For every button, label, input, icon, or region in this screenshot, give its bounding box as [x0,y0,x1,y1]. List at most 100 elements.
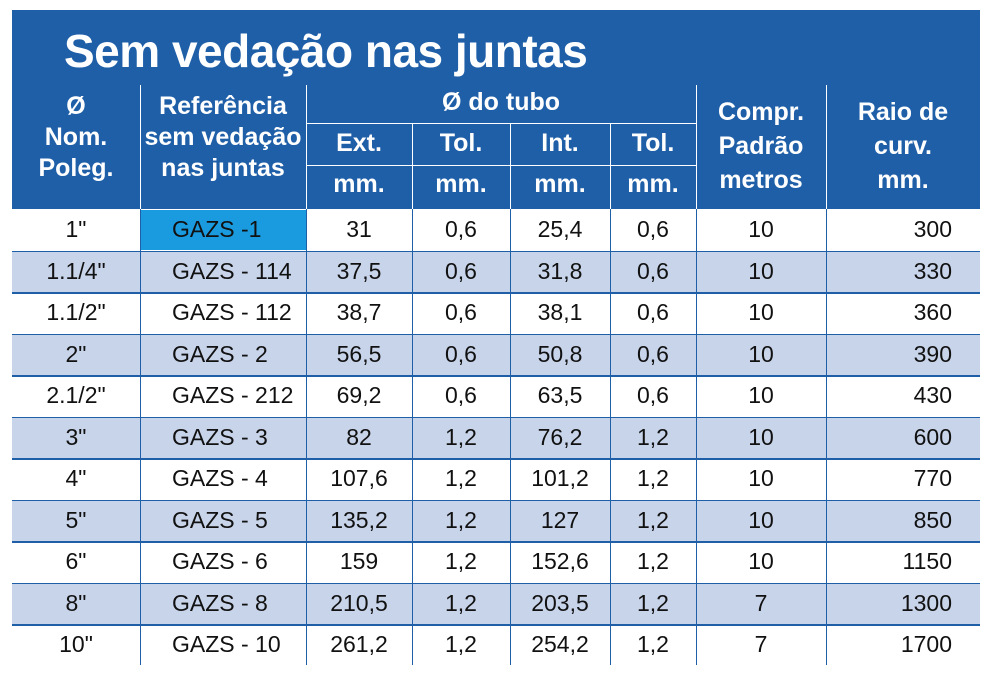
row-divider [12,333,980,335]
cell-int: 50,8 [537,340,583,367]
cell-tol1: 1,2 [445,548,477,574]
table-row: 2.1/2" GAZS - 212 69,2 0,6 63,5 0,6 10 430 [12,375,980,417]
page-title: Sem vedação nas juntas [64,25,588,77]
header-nominal-line1: Ø [66,92,86,120]
header-length-line3: metros [719,166,803,194]
cell-int: 63,5 [537,382,583,408]
cell-radius: 330 [913,257,952,284]
row-divider [12,499,980,501]
header-unit-divider [306,165,696,166]
cell-reference: GAZS - 5 [172,506,268,533]
cell-nominal: 1.1/4" [46,257,106,284]
header-reference-line1: Referência [159,92,287,120]
cell-int: 152,6 [531,548,589,574]
cell-tol1: 1,2 [445,631,477,657]
table-header: Ø Nom. Poleg. Referência sem vedação nas… [12,85,980,209]
cell-radius: 1300 [900,589,952,616]
cell-length: 10 [748,299,774,325]
cell-radius: 770 [913,465,952,491]
table-row: 5" GAZS - 5 135,2 1,2 127 1,2 10 850 [12,499,980,541]
cell-radius: 430 [913,382,952,408]
header-divider [140,85,141,209]
cell-length: 10 [748,340,774,367]
cell-ext: 31 [346,216,372,242]
cell-tol2: 1,2 [637,506,669,533]
cell-tol2: 0,6 [637,382,669,408]
row-divider [12,292,980,294]
header-reference-line3: nas juntas [161,154,285,182]
table-row: 10" GAZS - 10 261,2 1,2 254,2 1,2 7 1700 [12,624,980,666]
header-tube-divider [306,123,696,124]
cell-radius: 1700 [900,631,952,657]
cell-int: 31,8 [537,257,583,284]
cell-tol2: 0,6 [637,257,669,284]
cell-length: 10 [748,216,774,242]
row-divider [12,416,980,418]
cell-int: 203,5 [531,589,589,616]
cell-tol1: 0,6 [445,340,477,367]
row-divider [12,375,980,377]
header-divider [510,123,511,209]
cell-tol1: 0,6 [445,299,477,325]
cell-reference: GAZS - 2 [172,340,268,367]
cell-nominal: 3" [65,423,87,450]
column-divider [610,209,611,665]
cell-nominal: 1.1/2" [46,299,106,325]
cell-tol2: 1,2 [637,631,669,657]
cell-radius: 300 [913,216,952,242]
header-divider [610,123,611,209]
cell-ext: 210,5 [330,589,388,616]
cell-ext: 37,5 [336,257,382,284]
header-divider [826,85,827,209]
table-row: 8" GAZS - 8 210,5 1,2 203,5 1,2 7 1300 [12,582,980,624]
cell-tol2: 0,6 [637,216,669,242]
cell-nominal: 2" [65,340,87,367]
cell-reference: GAZS -1 [172,216,262,242]
cell-tol2: 0,6 [637,299,669,325]
header-reference-line2: sem vedação [144,123,302,151]
cell-nominal: 5" [65,506,87,533]
row-divider [12,582,980,584]
header-radius-line2: curv. [874,132,932,160]
cell-length: 10 [748,257,774,284]
header-divider [412,123,413,209]
selected-cell-highlight [141,210,306,250]
cell-ext: 56,5 [336,340,382,367]
column-divider [510,209,511,665]
cell-int: 38,1 [537,299,583,325]
cell-reference: GAZS - 114 [172,257,292,284]
cell-radius: 390 [913,340,952,367]
header-tol1-unit: mm. [435,170,487,198]
cell-reference: GAZS - 3 [172,423,268,450]
header-nominal-line2: Nom. [44,123,108,151]
column-divider [306,209,307,665]
cell-ext: 159 [339,548,379,574]
cell-tol2: 0,6 [637,340,669,367]
header-tube-group: Ø do tubo [441,88,561,116]
cell-tol2: 1,2 [637,548,669,574]
title-bar: Sem vedação nas juntas [12,10,980,85]
table-row: 1" GAZS -1 31 0,6 25,4 0,6 10 300 [12,209,980,251]
cell-reference: GAZS - 4 [172,465,268,491]
cell-tol2: 1,2 [637,465,669,491]
cell-length: 10 [748,548,774,574]
cell-nominal: 10" [59,631,93,657]
cell-tol1: 1,2 [445,506,477,533]
header-nominal-line3: Poleg. [38,154,114,182]
cell-nominal: 6" [65,548,87,574]
header-radius-line1: Raio de [857,98,949,126]
cell-tol1: 1,2 [445,589,477,616]
table-row: 4" GAZS - 4 107,6 1,2 101,2 1,2 10 770 [12,458,980,500]
cell-length: 7 [754,631,768,657]
cell-length: 10 [748,465,774,491]
cell-radius: 1150 [902,548,952,574]
cell-length: 10 [748,423,774,450]
column-divider [140,209,141,665]
cell-tol1: 1,2 [445,465,477,491]
table-row: 3" GAZS - 3 82 1,2 76,2 1,2 10 600 [12,416,980,458]
header-radius-line3: mm. [877,166,929,194]
cell-radius: 360 [913,299,952,325]
cell-tol1: 1,2 [445,423,477,450]
cell-int: 127 [540,506,580,533]
cell-tol2: 1,2 [637,423,669,450]
